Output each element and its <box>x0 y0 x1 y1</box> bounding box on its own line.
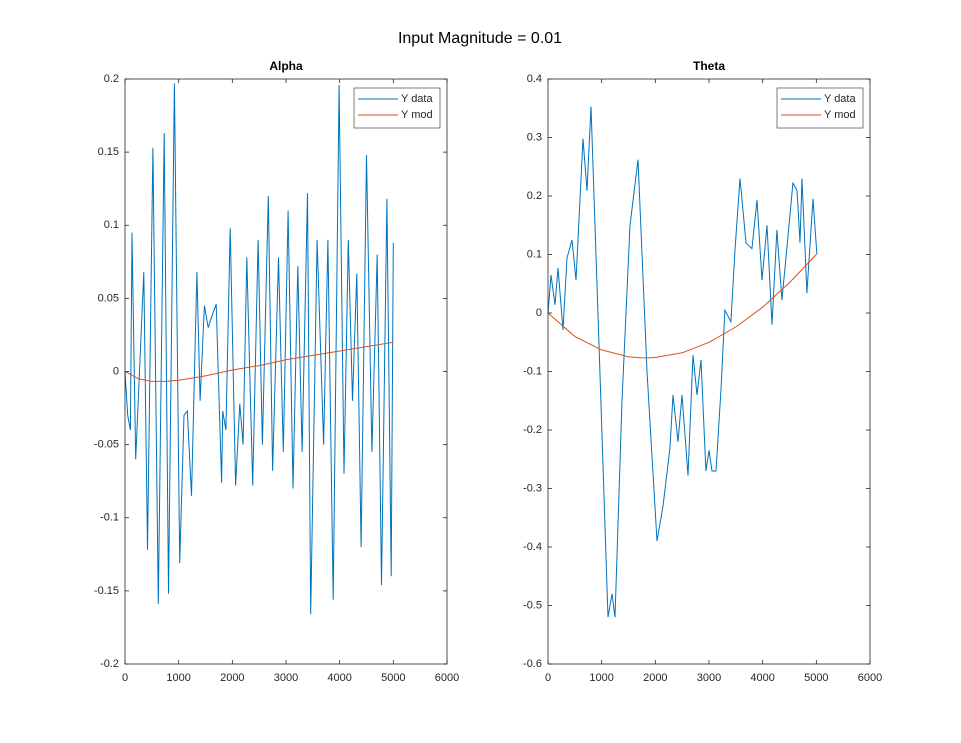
y-tick-label: 0 <box>536 307 542 319</box>
y-tick-label: -0.4 <box>523 541 542 553</box>
legend-label: Y mod <box>824 109 856 121</box>
x-tick-label: 1000 <box>589 672 613 684</box>
y-tick-label: -0.1 <box>100 512 119 524</box>
y-tick-label: 0.15 <box>98 146 119 158</box>
y-tick-label: 0.2 <box>527 190 542 202</box>
data-line <box>124 341 394 382</box>
x-tick-label: 6000 <box>858 672 882 684</box>
x-tick-label: 4000 <box>750 672 774 684</box>
legend-label: Y data <box>824 93 856 105</box>
data-line <box>124 83 394 615</box>
legend-box <box>353 87 441 129</box>
y-tick-label: 0.2 <box>104 73 119 85</box>
y-tick-label: 0.1 <box>104 219 119 231</box>
x-tick-label: 3000 <box>274 672 298 684</box>
axes-title: Alpha <box>269 59 303 73</box>
x-tick-label: 2000 <box>220 672 244 684</box>
axes-background <box>125 79 447 664</box>
legend-label: Y mod <box>401 109 433 121</box>
y-tick-label: -0.05 <box>94 439 119 451</box>
legend-box <box>776 87 864 129</box>
x-tick-label: 3000 <box>697 672 721 684</box>
data-line <box>547 106 818 618</box>
x-tick-label: 5000 <box>804 672 828 684</box>
x-tick-label: 0 <box>122 672 128 684</box>
y-tick-label: 0.1 <box>527 248 542 260</box>
data-line <box>547 254 817 359</box>
axes-title: Theta <box>693 59 725 73</box>
x-tick-label: 2000 <box>643 672 667 684</box>
x-tick-label: 6000 <box>435 672 459 684</box>
y-tick-label: 0 <box>113 365 119 377</box>
y-tick-label: -0.6 <box>523 658 542 670</box>
y-tick-label: -0.3 <box>523 482 542 494</box>
y-tick-label: -0.15 <box>94 585 119 597</box>
figure-title: Input Magnitude = 0.01 <box>398 30 562 47</box>
legend-label: Y data <box>401 93 433 105</box>
axes-background <box>548 79 870 664</box>
y-tick-label: 0.05 <box>98 292 119 304</box>
x-tick-label: 4000 <box>327 672 351 684</box>
y-tick-label: -0.2 <box>100 658 119 670</box>
y-tick-label: 0.4 <box>527 73 542 85</box>
y-tick-label: -0.5 <box>523 599 542 611</box>
x-tick-label: 0 <box>545 672 551 684</box>
x-tick-label: 5000 <box>381 672 405 684</box>
y-tick-label: -0.1 <box>523 365 542 377</box>
y-tick-label: -0.2 <box>523 424 542 436</box>
y-tick-label: 0.3 <box>527 131 542 143</box>
x-tick-label: 1000 <box>166 672 190 684</box>
